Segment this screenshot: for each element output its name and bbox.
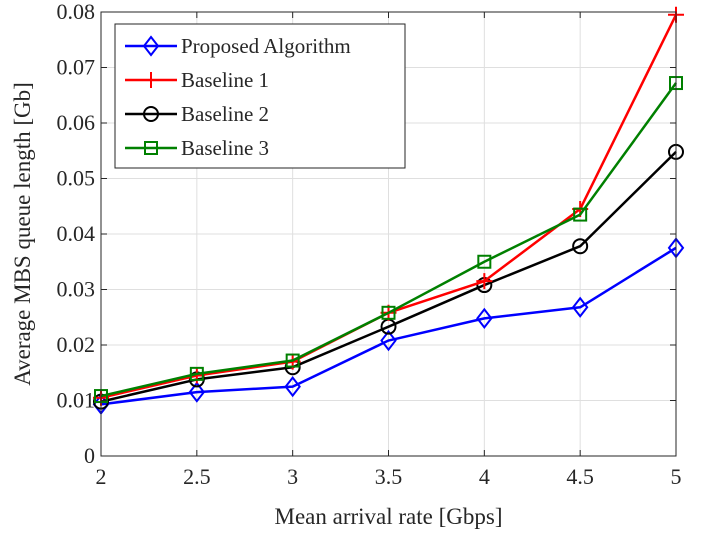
data-point bbox=[189, 366, 204, 381]
data-point bbox=[573, 207, 588, 222]
data-point bbox=[476, 273, 493, 290]
y-axis-label: Average MBS queue length [Gb] bbox=[10, 82, 35, 386]
legend-marker bbox=[142, 35, 160, 57]
data-point bbox=[571, 296, 589, 318]
y-tick-label: 0.03 bbox=[57, 277, 96, 302]
data-point bbox=[284, 375, 301, 398]
data-point bbox=[380, 329, 397, 352]
series-4 bbox=[94, 76, 683, 404]
x-tick-label: 5 bbox=[671, 464, 682, 489]
legend-label: Proposed Algorithm bbox=[181, 34, 351, 58]
legend-marker bbox=[143, 72, 159, 88]
data-point bbox=[188, 381, 206, 403]
y-tick-label: 0 bbox=[84, 443, 95, 468]
y-tick-label: 0.01 bbox=[57, 388, 96, 413]
legend: Proposed Algorithm Baseline 1 Baseline 2 Ba… bbox=[114, 23, 406, 169]
legend-marker bbox=[143, 106, 159, 122]
x-axis-label: Mean arrival rate [Gbps] bbox=[275, 504, 503, 529]
data-point bbox=[477, 254, 492, 269]
series-line bbox=[100, 82, 678, 398]
x-tick-label: 2 bbox=[96, 464, 107, 489]
y-tick-label: 0.08 bbox=[57, 0, 96, 24]
legend-label: Baseline 3 bbox=[181, 136, 269, 160]
y-tick-label: 0.07 bbox=[57, 55, 96, 80]
y-tick-label: 0.05 bbox=[57, 166, 96, 191]
y-tick-label: 0.02 bbox=[57, 332, 96, 357]
data-point bbox=[381, 305, 396, 320]
data-point bbox=[285, 353, 300, 368]
legend-label: Baseline 1 bbox=[181, 68, 269, 92]
x-tick-label: 4.5 bbox=[566, 464, 594, 489]
y-tick-label: 0.06 bbox=[57, 110, 96, 135]
x-tick-label: 2.5 bbox=[183, 464, 211, 489]
data-point bbox=[572, 238, 589, 255]
legend-entry: Baseline 2 bbox=[125, 102, 269, 126]
legend-box bbox=[114, 23, 406, 169]
x-tick-label: 3.5 bbox=[375, 464, 403, 489]
legend-entry: Proposed Algorithm bbox=[125, 34, 351, 58]
legend-label: Baseline 2 bbox=[181, 102, 269, 126]
data-point bbox=[476, 307, 493, 329]
tick-labels: 2 2.5 3 3.5 4 4.5 5 0 0.01 0.02 0.03 0.04 0.05 0.06 0.… bbox=[57, 0, 682, 489]
x-tick-label: 3 bbox=[287, 464, 298, 489]
series-line bbox=[100, 246, 677, 406]
x-tick-label: 4 bbox=[479, 464, 490, 489]
legend-entry: Baseline 1 bbox=[125, 68, 269, 92]
legend-entry: Baseline 3 bbox=[125, 136, 269, 160]
legend-marker bbox=[144, 141, 158, 155]
axes bbox=[100, 11, 677, 457]
y-tick-label: 0.04 bbox=[57, 221, 96, 246]
